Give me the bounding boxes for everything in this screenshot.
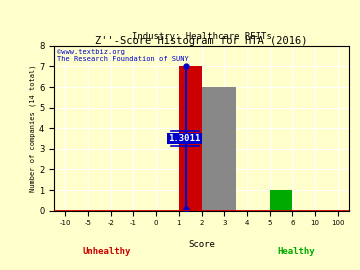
- Text: Unhealthy: Unhealthy: [83, 247, 131, 256]
- X-axis label: Score: Score: [188, 240, 215, 249]
- Bar: [179, 66, 202, 211]
- Text: ©www.textbiz.org
The Research Foundation of SUNY: ©www.textbiz.org The Research Foundation…: [57, 49, 189, 62]
- Text: Healthy: Healthy: [277, 247, 315, 256]
- Text: Industry: Healthcare REITs: Industry: Healthcare REITs: [132, 32, 271, 41]
- Text: 1.3011: 1.3011: [168, 134, 201, 143]
- Title: Z''-Score Histogram for HTA (2016): Z''-Score Histogram for HTA (2016): [95, 36, 308, 46]
- Bar: [270, 190, 292, 211]
- Y-axis label: Number of companies (14 total): Number of companies (14 total): [30, 65, 36, 192]
- Bar: [202, 87, 236, 211]
